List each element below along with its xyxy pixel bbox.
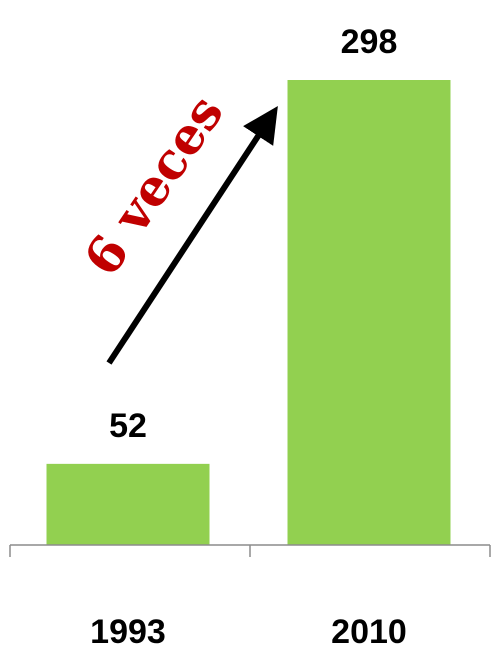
bars-group [46,80,451,545]
x-axis [9,544,491,557]
growth-annotation: 6 veces [72,84,235,286]
bar-2010 [287,80,451,545]
data-label-1993: 52 [109,407,147,445]
bar-1993 [46,463,210,545]
tick-labels-group: 1993 2010 [90,613,407,651]
growth-arrow [106,105,278,365]
x-tick-label-1993: 1993 [90,613,166,651]
x-tick-label-2010: 2010 [331,613,407,651]
data-label-2010: 298 [341,23,398,61]
data-labels-group: 52 298 [109,23,397,445]
